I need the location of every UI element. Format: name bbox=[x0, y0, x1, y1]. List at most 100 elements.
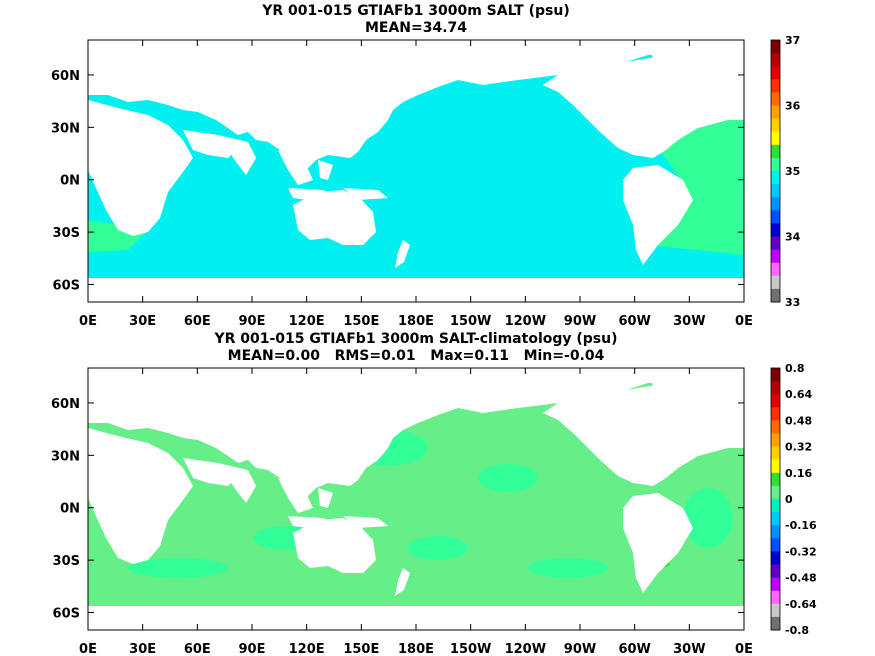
colorbar-label: -0.64 bbox=[785, 598, 817, 611]
colorbar-label: 0 bbox=[785, 493, 793, 506]
lon-label: 90E bbox=[239, 642, 266, 656]
lon-label: 120W bbox=[505, 642, 546, 656]
colorbar-swatch bbox=[771, 433, 780, 448]
anomaly-patch bbox=[528, 558, 608, 578]
lat-label: 30S bbox=[53, 226, 80, 241]
colorbar-swatch bbox=[771, 368, 780, 382]
lat-label: 60N bbox=[51, 397, 80, 412]
colorbar-swatch bbox=[771, 512, 780, 526]
colorbar-label: 0.16 bbox=[785, 467, 812, 480]
map-panel-1: 60N 30N 0N 30S 60S 0E 30E 60E 90E 120E 150E 180E 150… bbox=[51, 34, 801, 329]
colorbar-label: 0.32 bbox=[785, 441, 812, 454]
lon-label: 30W bbox=[673, 314, 705, 329]
colorbar-swatch bbox=[771, 616, 780, 631]
map-panel-2: 60N 30N 0N 30S 60S 0E 30E 60E 90E 120E 150E 180E 150… bbox=[51, 362, 817, 656]
colorbar-label: 33 bbox=[785, 296, 800, 309]
colorbar-swatch bbox=[771, 210, 780, 224]
colorbar-swatch bbox=[771, 131, 780, 146]
colorbar-label: -0.8 bbox=[785, 624, 809, 637]
anomaly-patch bbox=[128, 558, 228, 578]
lon-label: 60W bbox=[618, 642, 650, 656]
lon-label: 90E bbox=[239, 314, 266, 329]
lat-label: 30N bbox=[51, 449, 80, 464]
lon-label: 150E bbox=[343, 314, 379, 329]
colorbar-swatch bbox=[771, 446, 780, 461]
lat-label: 60S bbox=[53, 279, 80, 294]
colorbar-swatch bbox=[771, 590, 780, 605]
lat-label: 30N bbox=[51, 121, 80, 136]
colorbar-label: -0.48 bbox=[785, 572, 817, 585]
colorbar-swatch bbox=[771, 236, 780, 251]
colorbar-swatch bbox=[771, 420, 780, 434]
colorbar-swatch bbox=[771, 499, 780, 513]
lon-label: 180E bbox=[398, 314, 434, 329]
colorbar-swatch bbox=[771, 564, 780, 579]
colorbar-swatch bbox=[771, 394, 780, 408]
colorbar-swatch bbox=[771, 485, 780, 500]
colorbar-swatch bbox=[771, 381, 780, 395]
colorbar-label: 0.8 bbox=[785, 362, 805, 375]
panel1-title: YR 001-015 GTIAFb1 3000m SALT (psu) bbox=[262, 3, 570, 19]
lon-label: 180E bbox=[398, 642, 434, 656]
colorbar-label: 36 bbox=[785, 100, 801, 113]
lon-label: 90W bbox=[564, 314, 596, 329]
colorbar-label: 35 bbox=[785, 165, 800, 178]
colorbar-swatch bbox=[771, 262, 780, 277]
anomaly-patch bbox=[408, 536, 468, 560]
lat-label: 60S bbox=[53, 607, 80, 622]
colorbar-frame bbox=[770, 367, 781, 631]
colorbar-label: 0.64 bbox=[785, 388, 812, 401]
colorbar-swatch bbox=[771, 472, 780, 487]
lat-label: 0N bbox=[60, 174, 80, 189]
lon-label: 90W bbox=[564, 642, 596, 656]
colorbar-frame bbox=[770, 39, 781, 303]
colorbar-swatch bbox=[771, 603, 780, 618]
colorbar-swatch bbox=[771, 105, 780, 120]
lat-label: 60N bbox=[51, 69, 80, 84]
lon-label: 120E bbox=[289, 642, 325, 656]
lon-label: 150W bbox=[450, 642, 491, 656]
colorbar-swatch bbox=[771, 459, 780, 474]
colorbar-swatch bbox=[771, 66, 780, 80]
lat-label: 0N bbox=[60, 502, 80, 517]
colorbar-label: 0.48 bbox=[785, 414, 812, 427]
colorbar-swatch bbox=[771, 40, 780, 54]
lon-label: 60E bbox=[184, 642, 211, 656]
panel2-title: YR 001-015 GTIAFb1 3000m SALT-climatolog… bbox=[214, 331, 618, 347]
lon-label: 60E bbox=[184, 314, 211, 329]
lon-label: 0E bbox=[79, 314, 97, 329]
colorbar-swatch bbox=[771, 288, 780, 303]
colorbar-label: 34 bbox=[785, 231, 801, 244]
lat-label: 30S bbox=[53, 554, 80, 569]
colorbar-swatch bbox=[771, 525, 780, 539]
panel1-subtitle: MEAN=34.74 bbox=[364, 20, 468, 36]
colorbar-swatch bbox=[771, 223, 780, 237]
lon-label: 120W bbox=[505, 314, 546, 329]
colorbar-label: 37 bbox=[785, 34, 800, 47]
lon-label: 150W bbox=[450, 314, 491, 329]
colorbar-swatch bbox=[771, 144, 780, 159]
lon-label: 0E bbox=[735, 314, 753, 329]
colorbar-swatch bbox=[771, 538, 780, 552]
colorbar-swatch bbox=[771, 53, 780, 67]
colorbar-swatch bbox=[771, 79, 780, 93]
lon-label: 60W bbox=[618, 314, 650, 329]
lon-label: 0E bbox=[79, 642, 97, 656]
colorbar-swatch bbox=[771, 171, 780, 185]
lon-label: 30E bbox=[129, 314, 156, 329]
colorbar-swatch bbox=[771, 275, 780, 290]
anomaly-patch bbox=[683, 488, 733, 548]
colorbar-label: -0.32 bbox=[785, 545, 817, 558]
colorbar-swatch bbox=[771, 551, 780, 565]
anomaly-patch bbox=[478, 464, 538, 492]
colorbar-swatch bbox=[771, 118, 780, 133]
colorbar-swatch bbox=[771, 184, 780, 198]
lon-label: 120E bbox=[289, 314, 325, 329]
lon-label: 30E bbox=[129, 642, 156, 656]
colorbar-swatch bbox=[771, 157, 780, 172]
panel2-subtitle: MEAN=0.00 RMS=0.01 Max=0.11 Min=-0.04 bbox=[227, 348, 605, 364]
colorbar-swatch bbox=[771, 249, 780, 264]
colorbar-swatch bbox=[771, 92, 780, 106]
lon-label: 30W bbox=[673, 642, 705, 656]
